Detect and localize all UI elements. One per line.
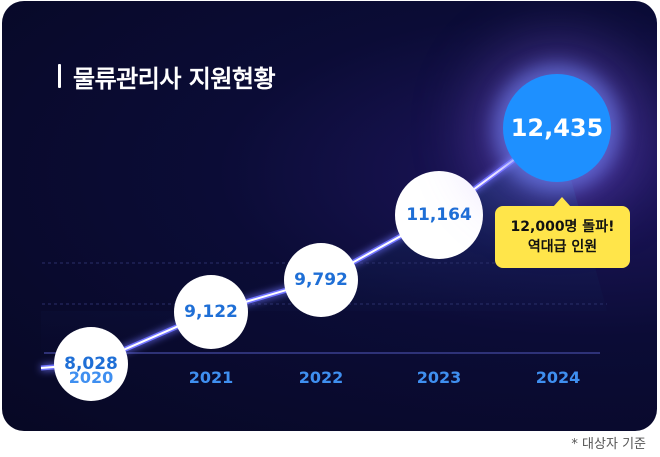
data-label-2020: 8,028 bbox=[54, 327, 128, 401]
chart-card: 물류관리사 지원현황 8,028 9,122 9,792 11,164 12,435 2… bbox=[2, 1, 657, 431]
data-label-2024: 12,435 bbox=[503, 74, 611, 182]
data-label-2023: 11,164 bbox=[395, 171, 483, 259]
data-label-2022: 9,792 bbox=[284, 243, 358, 317]
area-fill bbox=[41, 128, 607, 364]
x-tick-2023: 2023 bbox=[416, 368, 462, 387]
x-tick-2021: 2021 bbox=[188, 368, 234, 387]
x-tick-2020: 2020 bbox=[68, 368, 114, 387]
page-title: 물류관리사 지원현황 bbox=[58, 59, 276, 93]
x-tick-2024: 2024 bbox=[535, 368, 581, 387]
title-text: 물류관리사 지원현황 bbox=[73, 64, 276, 93]
data-label-2021: 9,122 bbox=[174, 275, 248, 349]
milestone-callout: 12,000명 돌파! 역대급 인원 bbox=[495, 197, 630, 268]
callout-line-1: 12,000명 돌파! bbox=[510, 219, 615, 235]
callout-line-2: 역대급 인원 bbox=[527, 239, 598, 255]
title-accent-bar bbox=[58, 64, 61, 88]
footnote: * 대상자 기준 bbox=[571, 437, 646, 452]
x-tick-2022: 2022 bbox=[298, 368, 344, 387]
